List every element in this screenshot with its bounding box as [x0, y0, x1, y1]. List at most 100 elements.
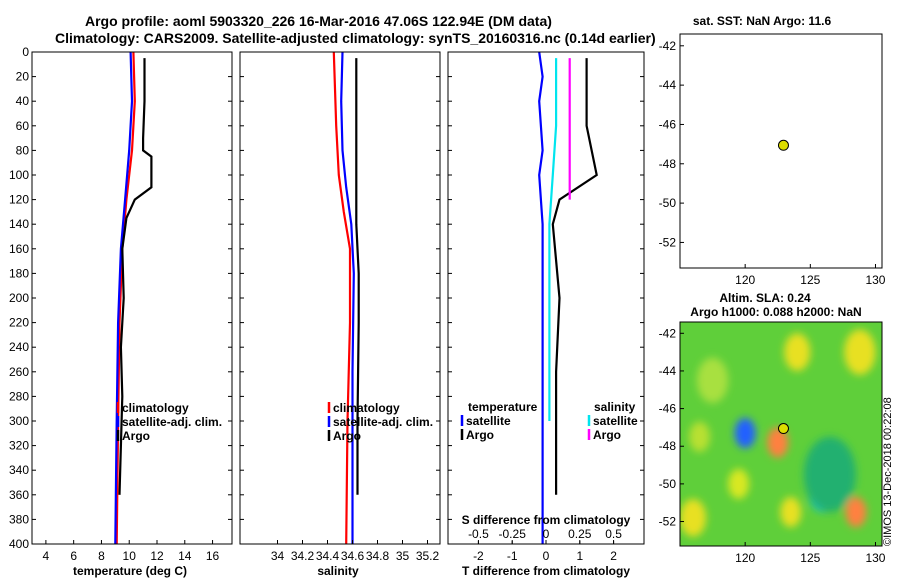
map-x-tick-label: 120 — [735, 551, 755, 565]
map-x-tick-label: 120 — [735, 273, 755, 287]
y-tick-label: 200 — [9, 291, 29, 305]
series-line-salinity-satellite — [548, 58, 558, 421]
s-difference-xlabel: S difference from climatology — [462, 513, 631, 527]
legend-temp-2-label: Argo — [122, 429, 150, 443]
y-tick-label: 140 — [9, 217, 29, 231]
x-tick-label: -2 — [473, 549, 484, 563]
y-tick-label: 40 — [16, 94, 30, 108]
x-tick-label: 2 — [610, 549, 617, 563]
x-tick-label: 34.4 — [316, 549, 340, 563]
sla-blobs — [680, 329, 876, 537]
sla-map-panel: 120 125 130 -42 -44 -46 -48 -50 -52 Altim. SLA: … — [659, 291, 886, 565]
salinity-panel: 34 34.2 34.4 34.6 34.8 35 35.2 salinity — [239, 51, 441, 578]
map-y-tick-label: -52 — [659, 515, 677, 529]
temperature-panel: 0 20 40 60 80 100 120 140 160 180 200 220 240 260 280 3… — [9, 45, 233, 578]
map-y-tick-label: -44 — [659, 78, 677, 92]
y-tick-label: 360 — [9, 488, 29, 502]
salinity-xlabel: salinity — [317, 564, 359, 578]
y-tick-label: 400 — [9, 537, 29, 551]
map-y-tick-label: -42 — [659, 39, 677, 53]
y-tick-label: 60 — [16, 119, 30, 133]
panel-frame — [31, 51, 233, 545]
map-y-tick-label: -52 — [659, 235, 677, 249]
x-tick-label: 34.6 — [341, 549, 365, 563]
legend-diff-sal-0-label: satellite — [593, 414, 638, 428]
x-tick-label: 14 — [178, 549, 192, 563]
argo-position-marker — [777, 139, 789, 151]
map-y-tick-label: -42 — [659, 326, 677, 340]
x2-tick-label: 0.5 — [605, 527, 622, 541]
sla-blob — [767, 427, 789, 458]
sla-blob — [803, 436, 856, 513]
legend-diff-sal-header: salinity — [594, 400, 636, 414]
y-tick-label: 220 — [9, 316, 29, 330]
legend-sal-2-label: Argo — [333, 429, 361, 443]
series-line-temperature-argo — [551, 58, 598, 495]
map-y-tick-label: -48 — [659, 157, 677, 171]
title-line-1: Argo profile: aoml 5903320_226 16-Mar-20… — [85, 13, 552, 29]
imos-timestamp: ©IMOS 13-Dec-2018 00:22:08 — [882, 397, 894, 546]
sla-blob — [780, 497, 802, 528]
sla-blob — [689, 421, 710, 452]
sla-blob — [845, 497, 867, 528]
x2-tick-label: 0 — [543, 527, 550, 541]
sla-blob — [844, 329, 876, 375]
map-x-tick-label: 125 — [800, 273, 820, 287]
legend-temp-0-label: climatology — [122, 401, 189, 415]
x2-tick-label: -0.25 — [499, 527, 527, 541]
y-tick-label: 280 — [9, 389, 29, 403]
x-tick-label: 12 — [150, 549, 164, 563]
sla-blob — [734, 418, 756, 449]
series-line-temperature-satellite — [538, 51, 544, 544]
map-frame — [679, 33, 883, 269]
x-tick-label: 35 — [396, 549, 410, 563]
x-tick-label: 34 — [271, 549, 285, 563]
y-tick-label: 160 — [9, 242, 29, 256]
t-difference-xlabel: T difference from climatology — [462, 564, 630, 578]
map-y-tick-label: -50 — [659, 196, 677, 210]
map-frame — [679, 321, 883, 547]
legend-sal-0-label: climatology — [333, 401, 400, 415]
panel-frame — [239, 51, 441, 545]
y-tick-label: 260 — [9, 365, 29, 379]
x-tick-label: 6 — [70, 549, 77, 563]
sst-map-panel: 120 125 130 -42 -44 -46 -48 -50 -52 sat. SST: Na… — [659, 14, 886, 287]
sla-field — [680, 322, 882, 546]
x2-tick-label: -0.5 — [468, 527, 489, 541]
x-tick-label: 34.2 — [291, 549, 315, 563]
y-tick-label: 80 — [16, 143, 30, 157]
legend-diff-temp-header: temperature — [468, 400, 538, 414]
map-y-tick-label: -46 — [659, 117, 677, 131]
y-tick-label: 300 — [9, 414, 29, 428]
series-line-argo — [355, 58, 360, 495]
map-x-tick-label: 130 — [865, 273, 885, 287]
panel-frame — [447, 51, 645, 545]
x-tick-label: 8 — [98, 549, 105, 563]
y-tick-label: 340 — [9, 463, 29, 477]
x-tick-label: 1 — [576, 549, 583, 563]
sla-blob — [696, 357, 729, 403]
legend-sal-1-label: satellite-adj. clim. — [333, 415, 433, 429]
x2-tick-label: 0.25 — [568, 527, 592, 541]
x-tick-label: 10 — [123, 549, 137, 563]
series-line-climatology — [332, 51, 352, 545]
x-tick-label: -1 — [507, 549, 518, 563]
series-line-argo — [118, 58, 153, 495]
legend-diff-temp-1-label: Argo — [466, 428, 494, 442]
sla-blob — [784, 333, 811, 371]
temperature-xlabel: temperature (deg C) — [73, 564, 187, 578]
x-tick-label: 34.8 — [366, 549, 390, 563]
y-tick-label: 240 — [9, 340, 29, 354]
sla-map-subtitle: Argo h1000: 0.088 h2000: NaN — [690, 305, 861, 319]
sst-map-title: sat. SST: NaN Argo: 11.6 — [693, 14, 832, 28]
y-tick-label: 180 — [9, 266, 29, 280]
difference-panel: -2 -1 0 1 2 -0.5 -0.25 0 0.25 0.5 T difference fr… — [447, 51, 645, 578]
sla-blob — [680, 498, 707, 537]
legend-temp-1-label: satellite-adj. clim. — [122, 415, 222, 429]
map-x-tick-label: 130 — [865, 551, 885, 565]
map-y-tick-label: -46 — [659, 402, 677, 416]
legend-diff-sal-1-label: Argo — [593, 428, 621, 442]
y-tick-label: 320 — [9, 439, 29, 453]
